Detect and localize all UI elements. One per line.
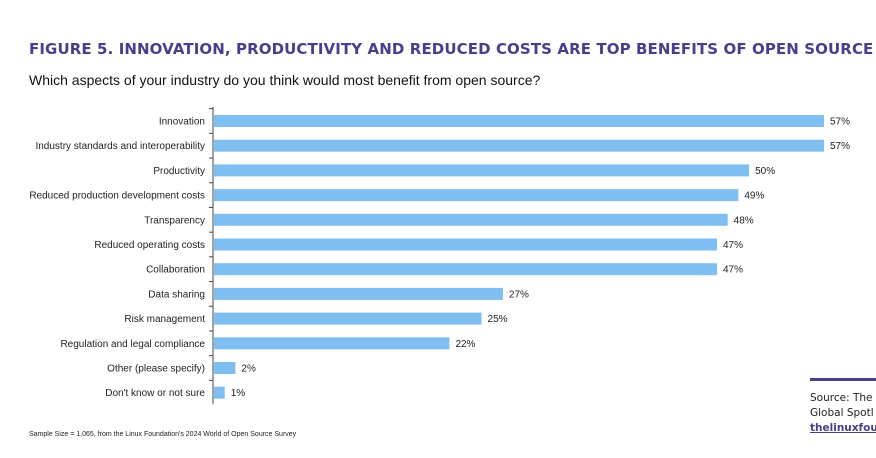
bar-chart: Innovation 57% Industry standards and inte… (29, 107, 850, 404)
category-label: Risk management (124, 314, 205, 325)
data-label: 50% (755, 166, 775, 177)
category-label: Innovation (159, 117, 205, 128)
bar (214, 287, 503, 300)
bar (214, 238, 717, 251)
bar (214, 164, 750, 177)
category-label: Productivity (153, 166, 205, 177)
category-label: Reduced production development costs (29, 191, 205, 202)
source-note: Source: The Global Spotl thelinuxfour (810, 391, 876, 436)
data-label: 57% (830, 117, 850, 128)
data-label: 25% (488, 314, 508, 325)
category-label: Regulation and legal compliance (60, 339, 205, 350)
bar (214, 115, 824, 127)
category-label: Data sharing (148, 289, 205, 300)
category-label: Other (please specify) (107, 364, 205, 375)
figure-title: FIGURE 5. INNOVATION, PRODUCTIVITY AND R… (29, 40, 874, 58)
category-label: Industry standards and interoperability (35, 141, 205, 152)
bar (214, 362, 236, 374)
bar (214, 213, 728, 226)
category-label: Transparency (144, 215, 205, 226)
source-link[interactable]: thelinuxfour (810, 422, 876, 434)
source-accent-rule (810, 378, 876, 381)
data-label: 2% (241, 364, 256, 375)
data-label: 47% (723, 240, 743, 251)
data-label: 1% (231, 388, 246, 399)
bar (214, 139, 824, 152)
bar (214, 312, 482, 325)
sample-size-footnote: Sample Size = 1,065, from the Linux Foun… (29, 431, 297, 438)
bar (214, 337, 450, 350)
data-label: 47% (723, 265, 743, 276)
bar (214, 189, 739, 202)
data-label: 57% (830, 141, 850, 152)
bar (214, 263, 717, 276)
category-label: Don't know or not sure (105, 388, 205, 399)
data-label: 49% (744, 191, 764, 202)
source-line-2: Global Spotl (810, 407, 874, 419)
source-line-1: Source: The (810, 392, 873, 404)
category-label: Collaboration (146, 265, 205, 276)
bar (214, 386, 225, 399)
category-label: Reduced operating costs (94, 240, 205, 251)
chart-question: Which aspects of your industry do you th… (29, 72, 541, 88)
data-label: 48% (734, 215, 754, 226)
data-label: 22% (455, 339, 475, 350)
data-label: 27% (509, 289, 529, 300)
